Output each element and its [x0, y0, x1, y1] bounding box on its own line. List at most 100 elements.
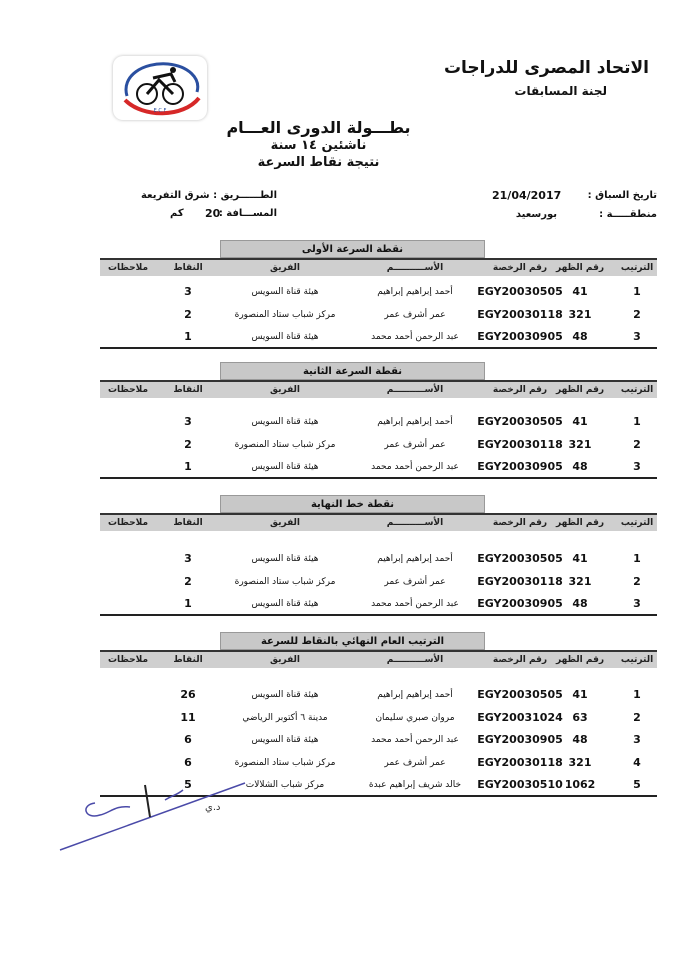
- cell-bib: 48: [572, 460, 588, 473]
- table-bottom-rule: [100, 794, 657, 797]
- cell-license: EGY20030505: [477, 415, 563, 428]
- cell-team: هيئة قناة السويس: [251, 599, 319, 609]
- table-bottom-rule: [100, 476, 657, 479]
- column-header-license: رقم الرخصة: [492, 655, 548, 665]
- cell-name: عمر أشرف عمر: [384, 576, 446, 587]
- cell-points: 6: [184, 733, 192, 746]
- cell-license: EGY20030118: [477, 437, 563, 451]
- cell-rank: 5: [633, 778, 641, 791]
- cell-rank: 1: [633, 688, 641, 701]
- column-header-bib: رقم الظهر: [555, 385, 605, 395]
- cell-rank: 2: [633, 307, 641, 321]
- column-header-notes: ملاحظات: [107, 655, 149, 665]
- column-header-rank: الترتيب: [620, 518, 654, 528]
- cell-bib: 48: [572, 330, 588, 343]
- table-row: 1 41 EGY20030505 أحمد إبراهيم إبراهيم هيئة ق…: [100, 548, 657, 570]
- column-header-bib: رقم الظهر: [555, 655, 605, 665]
- cell-bib: 321: [568, 437, 592, 451]
- column-header-license: رقم الرخصة: [492, 385, 548, 395]
- column-header-name: الأســــــــــم: [386, 385, 444, 395]
- cell-bib: 1062: [564, 778, 596, 791]
- table-row: 2 321 EGY20030118 عمر أشرف عمر مركز شباب ستا…: [100, 304, 657, 326]
- column-header-team: الفريق: [269, 518, 301, 528]
- race-date-value: 21/04/2017: [492, 189, 562, 202]
- cell-license: EGY20030905: [477, 733, 563, 746]
- race-date-label: تاريخ السباق :: [587, 190, 657, 201]
- cell-name: عمر أشرف عمر: [384, 439, 446, 450]
- cell-license: EGY20031024: [477, 710, 563, 724]
- table-row: 1 41 EGY20030505 أحمد إبراهيم إبراهيم هيئة ق…: [100, 281, 657, 303]
- cell-bib: 41: [572, 415, 588, 428]
- cell-name: عمر أشرف عمر: [384, 757, 446, 768]
- cell-rank: 3: [633, 597, 641, 610]
- cell-bib: 41: [572, 285, 588, 298]
- committee-name: لجنة المسابقات: [514, 84, 607, 98]
- section-title: نقطة السرعة الأولى: [220, 240, 485, 258]
- cell-rank: 1: [633, 285, 641, 298]
- column-header-points: النقاط: [173, 385, 203, 395]
- cell-name: عبد الرحمن أحمد محمد: [371, 462, 459, 472]
- distance-unit: كم: [170, 208, 184, 219]
- cell-points: 3: [184, 415, 192, 428]
- column-header-name: الأســــــــــم: [386, 263, 444, 273]
- cell-license: EGY20030505: [477, 688, 563, 701]
- svg-text:E.C.F: E.C.F: [154, 108, 167, 114]
- cell-points: 2: [184, 307, 192, 321]
- cell-name: مروان صبري سليمان: [375, 712, 455, 723]
- cell-points: 5: [184, 778, 192, 791]
- column-header-points: النقاط: [173, 263, 203, 273]
- column-header-rank: الترتيب: [620, 385, 654, 395]
- table-row: 3 48 EGY20030905 عبد الرحمن أحمد محمد هيئة ق…: [100, 593, 657, 615]
- cell-team: مركز شباب الشلالات: [245, 780, 325, 790]
- column-header-team: الفريق: [269, 263, 301, 273]
- column-header-license: رقم الرخصة: [492, 518, 548, 528]
- column-header-points: النقاط: [173, 518, 203, 528]
- cell-points: 3: [184, 552, 192, 565]
- cell-bib: 48: [572, 597, 588, 610]
- cell-rank: 4: [633, 755, 641, 769]
- cell-team: هيئة قناة السويس: [251, 690, 319, 700]
- cell-license: EGY20030905: [477, 460, 563, 473]
- cell-points: 26: [180, 688, 196, 701]
- cell-bib: 321: [568, 755, 592, 769]
- category-title: ناشئين ١٤ سنة: [270, 138, 367, 153]
- cell-team: مركز شباب ستاد المنصورة: [234, 439, 336, 450]
- table-row: 2 321 EGY20030118 عمر أشرف عمر مركز شباب ستا…: [100, 434, 657, 456]
- cell-bib: 321: [568, 307, 592, 321]
- section-title: نقطة السرعة الثانية: [220, 362, 485, 380]
- table-header: الترتيب رقم الظهر رقم الرخصة الأســــــــــ…: [100, 513, 657, 531]
- cell-points: 3: [184, 285, 192, 298]
- table-bottom-rule: [100, 613, 657, 616]
- signature: د.ي: [59, 782, 246, 851]
- championship-title: بطـــولة الدورى العـــام: [226, 118, 411, 137]
- cell-rank: 2: [633, 710, 641, 724]
- cell-team: مركز شباب ستاد المنصورة: [234, 309, 336, 320]
- cell-bib: 321: [568, 574, 592, 588]
- region-value: بورسعيد: [515, 209, 557, 220]
- cell-license: EGY20030118: [477, 574, 563, 588]
- cell-license: EGY20030905: [477, 597, 563, 610]
- table-header: الترتيب رقم الظهر رقم الرخصة الأســــــــــ…: [100, 650, 657, 668]
- cell-license: EGY20030510: [477, 778, 563, 791]
- cell-license: EGY20030118: [477, 307, 563, 321]
- cell-name: عبد الرحمن أحمد محمد: [371, 332, 459, 342]
- distance-label: المســـافة :: [218, 208, 277, 219]
- cell-license: EGY20030118: [477, 755, 563, 769]
- cell-points: 1: [184, 460, 192, 473]
- column-header-points: النقاط: [173, 655, 203, 665]
- cell-bib: 48: [572, 733, 588, 746]
- column-header-name: الأســــــــــم: [386, 518, 444, 528]
- table-header: الترتيب رقم الظهر رقم الرخصة الأســــــــــ…: [100, 380, 657, 398]
- cell-team: هيئة قناة السويس: [251, 332, 319, 342]
- table-row: 1 41 EGY20030505 أحمد إبراهيم إبراهيم هيئة ق…: [100, 411, 657, 433]
- cell-rank: 2: [633, 437, 641, 451]
- column-header-team: الفريق: [269, 385, 301, 395]
- table-row: 3 48 EGY20030905 عبد الرحمن أحمد محمد هيئة ق…: [100, 729, 657, 751]
- cell-points: 11: [180, 710, 196, 724]
- cell-rank: 1: [633, 415, 641, 428]
- cell-rank: 3: [633, 330, 641, 343]
- table-row: 2 63 EGY20031024 مروان صبري سليمان مدينة ٦ أ…: [100, 707, 657, 729]
- cell-rank: 1: [633, 552, 641, 565]
- column-header-rank: الترتيب: [620, 655, 654, 665]
- column-header-bib: رقم الظهر: [555, 518, 605, 528]
